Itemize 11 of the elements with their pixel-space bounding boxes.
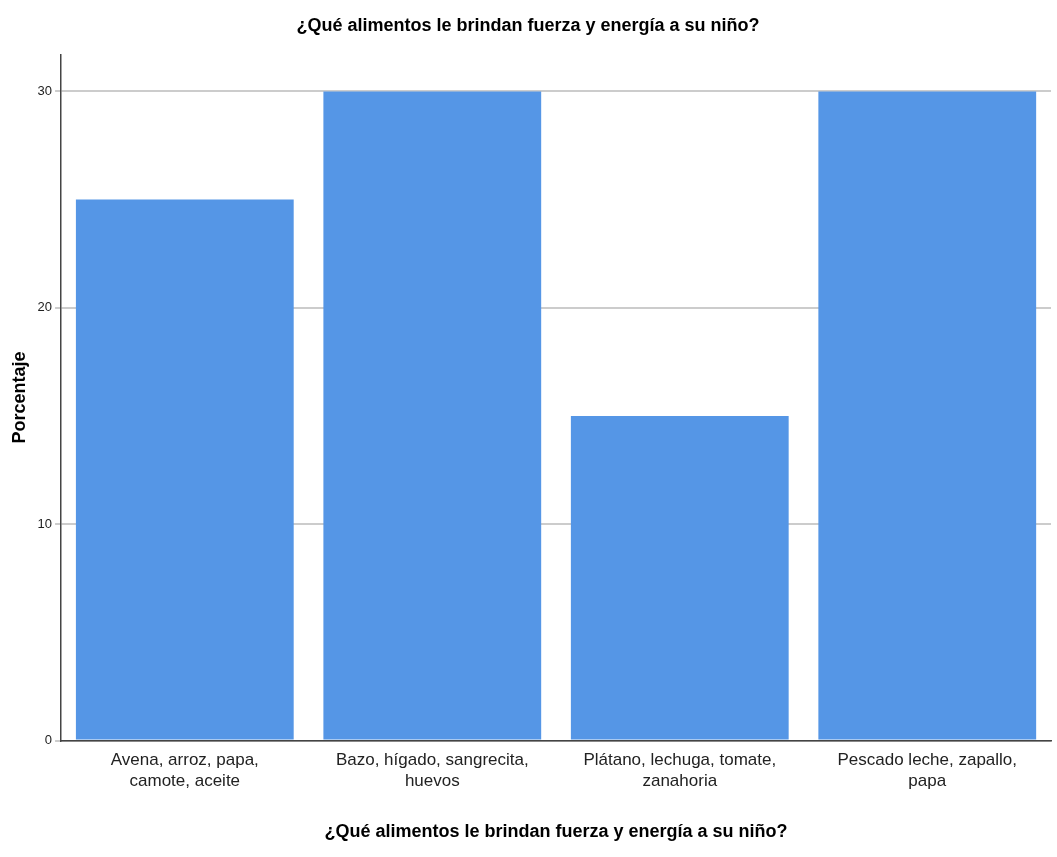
y-tick-label: 0 (44, 732, 53, 748)
y-tick-label: 20 (37, 299, 53, 315)
x-axis-title: ¿Qué alimentos le brindan fuerza y energía a su niño? (324, 821, 788, 842)
x-tick-label: Plátano, lechuga, tomate, zanahoria (583, 750, 777, 790)
y-tick-label: 10 (37, 515, 53, 531)
chart-title: ¿Qué alimentos le brindan fuerza y energía a su niño? (296, 14, 760, 35)
x-tick-label: Bazo, hígado, sangrecita, huevos (335, 750, 529, 790)
x-tick-label: Avena, arroz, papa, camote, aceite (110, 750, 259, 790)
y-axis-title: Porcentaje (8, 351, 29, 444)
x-tick-label: Pescado leche, zapallo, papa (837, 750, 1018, 790)
y-tick-label: 30 (37, 82, 53, 98)
